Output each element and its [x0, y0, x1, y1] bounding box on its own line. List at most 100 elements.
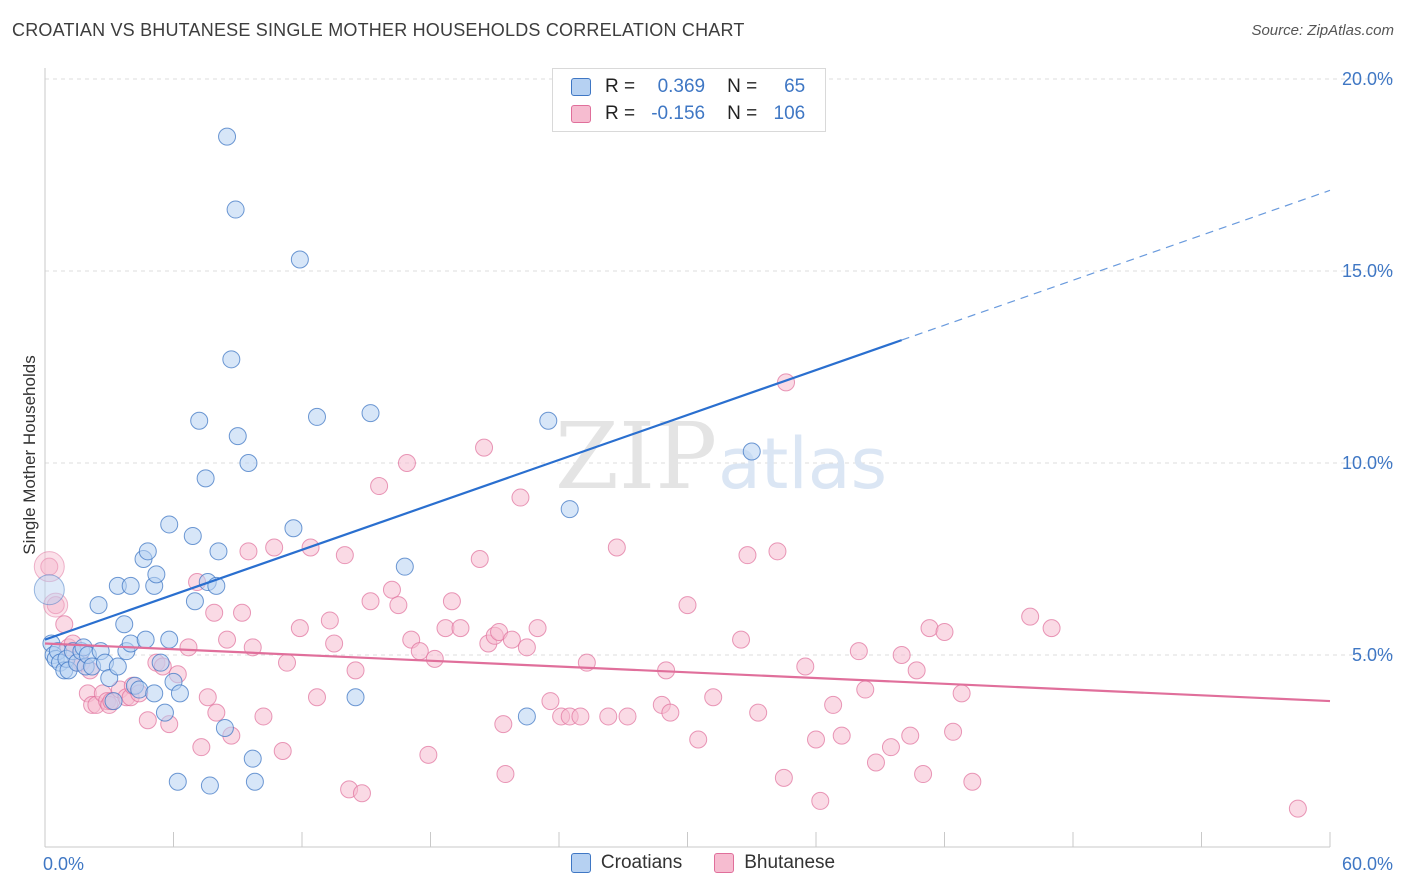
croatian-point-large [33, 574, 65, 606]
y-tick-label: 5.0% [1352, 645, 1393, 665]
bhutanese-point [704, 688, 723, 707]
croatian-point [136, 630, 155, 649]
bhutanese-point [811, 791, 830, 810]
croatian-point [226, 200, 245, 219]
bhutanese-point [192, 738, 211, 757]
bhutanese-point [425, 649, 444, 668]
croatian-point [168, 772, 187, 791]
bhutanese-point [689, 730, 708, 749]
y-tick-label: 15.0% [1342, 261, 1393, 281]
legend-label-croatians: Croatians [600, 852, 683, 873]
croatian-trend-line [44, 339, 903, 641]
chart-source: Source: ZipAtlas.com [1251, 22, 1394, 39]
croatian-point [395, 557, 414, 576]
croatian-point [307, 407, 326, 426]
bhutanese-point [511, 488, 530, 507]
bhutanese-point [273, 742, 292, 760]
watermark-zip: ZIP [555, 403, 717, 510]
bhutanese-point [856, 680, 875, 699]
croatian-point [239, 454, 258, 472]
croatian-point [183, 526, 202, 545]
legend-n-label: N = [727, 103, 758, 124]
bhutanese-point [901, 726, 920, 745]
croatian-point [145, 684, 164, 703]
legend-r-label: R = [605, 76, 636, 97]
croatian-point [200, 776, 219, 795]
croatian-point [196, 469, 215, 488]
bhutanese-point [179, 638, 198, 657]
bhutanese-point [502, 630, 521, 649]
bhutanese-point [807, 730, 825, 749]
bhutanese-point [618, 707, 637, 726]
x-tick-label: 60.0% [1342, 854, 1393, 874]
bhutanese-point [290, 619, 309, 638]
bhutanese-point [207, 703, 226, 722]
bhutanese-point [496, 765, 515, 784]
croatian-point [160, 630, 179, 649]
bhutanese-point [233, 603, 252, 622]
bhutanese-point [528, 619, 547, 638]
trend-lines [44, 189, 1331, 703]
croatian-point [151, 653, 170, 672]
bhutanese-point [541, 692, 560, 711]
bhutanese-point [335, 546, 354, 565]
croatian-trend-extension [901, 189, 1331, 341]
croatian-point [539, 411, 558, 430]
bhutanese-point [732, 630, 751, 649]
bhutanese-point [944, 722, 963, 741]
bhutanese-point [198, 688, 217, 707]
bhutanese-point [346, 661, 365, 680]
bhutanese-point-large [33, 551, 65, 583]
bhutanese-point [832, 726, 851, 745]
chart-title: CROATIAN VS BHUTANESE SINGLE MOTHER HOUS… [12, 20, 745, 40]
croatian-point [228, 427, 247, 446]
bhutanese-point [370, 477, 389, 496]
legend-row-bhutanese: R = -0.156 N = 106 [571, 102, 805, 126]
croatian-point [155, 703, 174, 722]
croatian-point [185, 592, 204, 611]
bhutanese-point [218, 630, 237, 649]
watermark: ZIP atlas [555, 403, 887, 510]
croatian-point [517, 707, 536, 726]
bhutanese-point [599, 707, 618, 726]
bhutanese-point [881, 738, 900, 757]
bhutanese-point [1288, 799, 1307, 818]
x-tick-label: 0.0% [43, 854, 84, 874]
bhutanese-point [475, 438, 494, 457]
bhutanese-point [1021, 607, 1040, 626]
bhutanese-point [278, 653, 297, 672]
legend-item-bhutanese: Bhutanese [714, 852, 835, 874]
bhutanese-point [451, 619, 470, 638]
croatian-point [121, 576, 140, 595]
croatian-point [160, 515, 179, 534]
bhutanese-point [254, 707, 273, 726]
y-tick-label: 10.0% [1342, 453, 1393, 473]
bhutanese-point [1042, 619, 1061, 638]
correlation-legend: R = 0.369 N = 65 R = -0.156 N = 106 [552, 68, 826, 132]
legend-r-value: -0.156 [651, 103, 706, 124]
bhutanese-point [410, 642, 429, 661]
bhutanese-point [517, 638, 536, 657]
legend-row-croatians: R = 0.369 N = 65 [571, 75, 805, 99]
bhutanese-point [419, 745, 438, 764]
bhutanese-point [397, 454, 416, 472]
bhutanese-point [205, 603, 224, 622]
croatian-point [222, 350, 241, 369]
bhutanese-point [389, 596, 408, 615]
bhutanese-point [571, 707, 590, 726]
bhutanese-point [963, 772, 982, 791]
bhutanese-point [138, 711, 157, 730]
croatian-point [218, 127, 237, 146]
bhutanese-point [774, 768, 793, 787]
croatian-point [89, 596, 108, 615]
croatian-point [138, 542, 157, 561]
legend-swatch-pink [714, 853, 735, 873]
croatian-point [190, 411, 209, 430]
bhutanese-point [866, 753, 885, 772]
legend-n-value: 65 [784, 76, 806, 97]
bhutanese-point [442, 592, 461, 611]
bhutanese-point [352, 784, 371, 803]
bhutanese-point [952, 684, 971, 703]
tick-labels: 5.0% 10.0% 15.0% 20.0% 0.0% 60.0% [43, 69, 1393, 874]
